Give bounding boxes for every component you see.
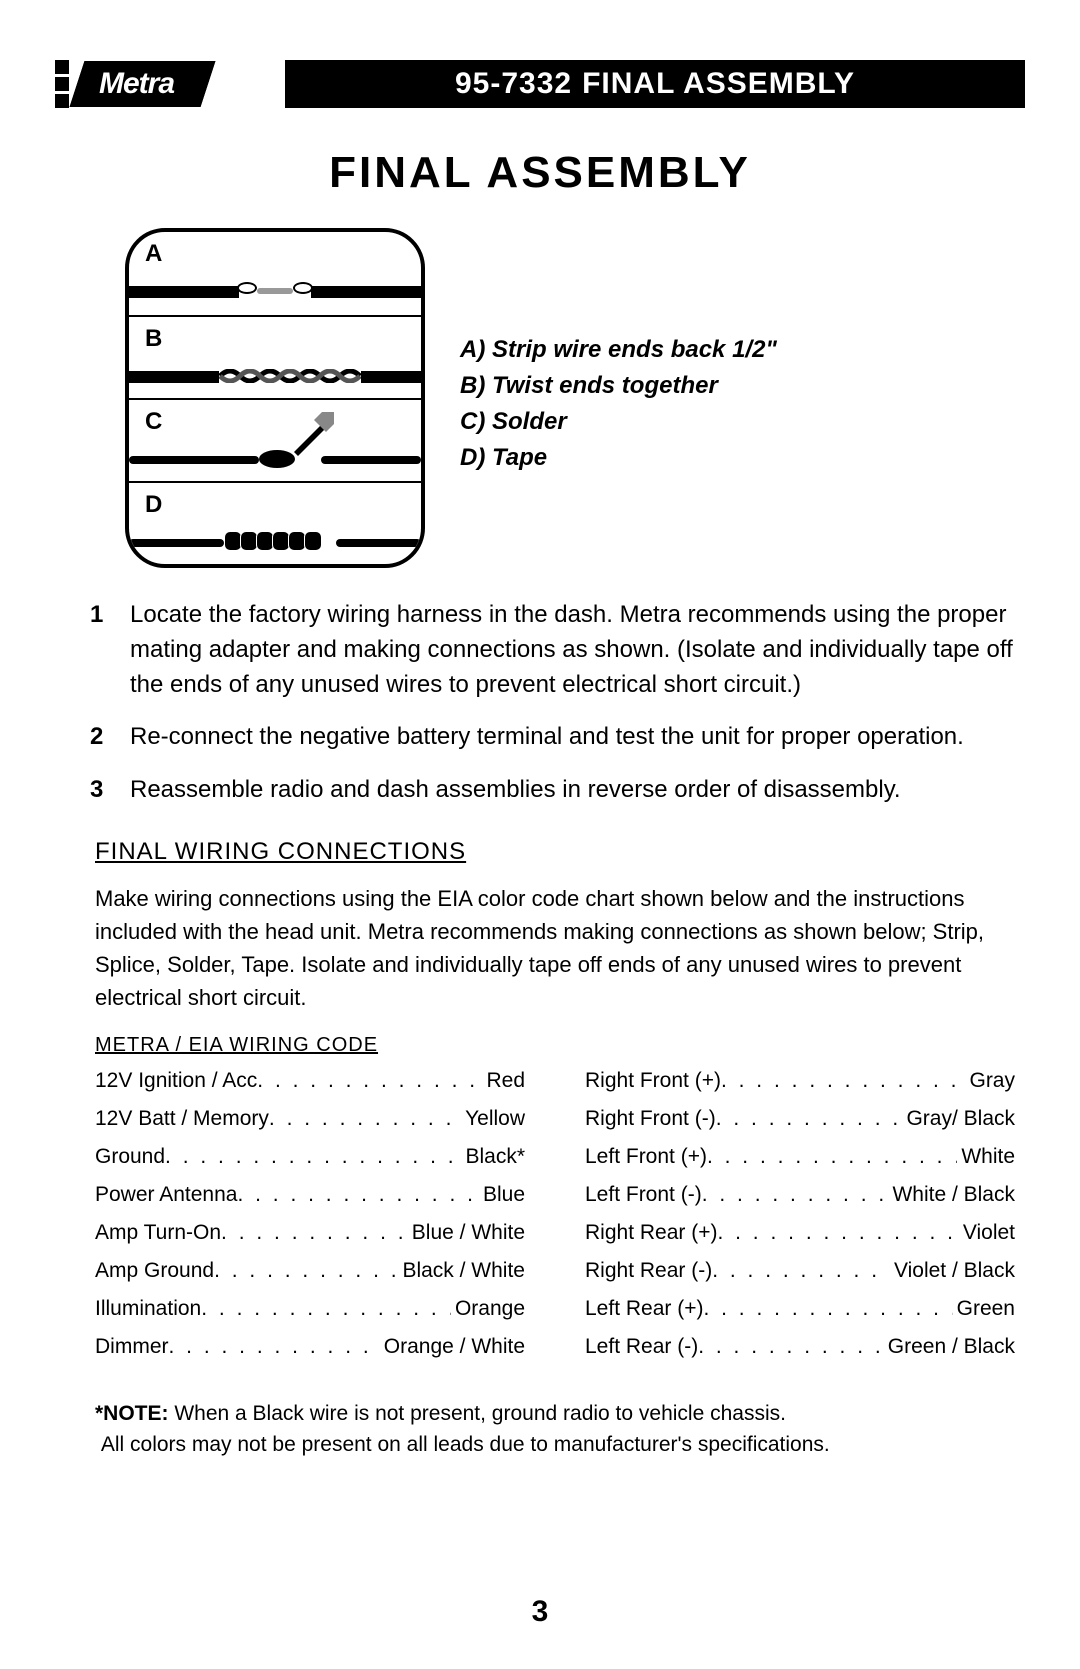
wiring-col-left: 12V Ignition / Acc Red 12V Batt / Memory Ye… (95, 1069, 525, 1373)
wiring-color: Violet / Black (890, 1259, 1015, 1283)
wiring-label: Right Rear (+) (585, 1221, 717, 1245)
wiring-code-table: 12V Ignition / Acc Red 12V Batt / Memory Ye… (95, 1069, 1025, 1373)
metra-logo: Metra (55, 60, 285, 108)
wiring-label: 12V Ignition / Acc (95, 1069, 257, 1093)
wiring-row: Ground Black* (95, 1145, 525, 1169)
page-title: FINAL ASSEMBLY (55, 148, 1025, 198)
wiring-row: Left Rear (+) Green (585, 1297, 1015, 1321)
part-number: 95-7332 (455, 67, 572, 101)
wiring-label: 12V Batt / Memory (95, 1107, 269, 1131)
wiring-label: Ground (95, 1145, 165, 1169)
header: Metra 95-7332 FINAL ASSEMBLY (55, 60, 1025, 108)
wiring-row: Left Rear (-) Green / Black (585, 1335, 1015, 1359)
wiring-label: Amp Turn-On (95, 1221, 221, 1245)
wiring-row: 12V Ignition / Acc Red (95, 1069, 525, 1093)
wiring-code-heading: METRA / EIA WIRING CODE (95, 1034, 1025, 1057)
wiring-row: Right Rear (+) Violet (585, 1221, 1015, 1245)
wiring-row: Right Front (+) Gray (585, 1069, 1015, 1093)
wiring-label: Amp Ground (95, 1259, 214, 1283)
header-section-title: FINAL ASSEMBLY (582, 67, 855, 101)
wiring-label: Left Rear (-) (585, 1335, 698, 1359)
wiring-color: Orange / White (380, 1335, 525, 1359)
wiring-row: Left Front (-) White / Black (585, 1183, 1015, 1207)
wiring-color: Blue / White (408, 1221, 525, 1245)
legend-d: D) Tape (460, 444, 777, 472)
legend-a: A) Strip wire ends back 1/2" (460, 336, 777, 364)
wiring-label: Illumination (95, 1297, 201, 1321)
header-title-bar: 95-7332 FINAL ASSEMBLY (285, 60, 1025, 108)
wiring-intro: Make wiring connections using the EIA co… (95, 882, 1005, 1014)
wiring-color: Orange (451, 1297, 525, 1321)
wiring-color: Gray (965, 1069, 1015, 1093)
wiring-label: Right Front (+) (585, 1069, 721, 1093)
step-2: 2Re-connect the negative battery termina… (125, 720, 1025, 755)
wiring-label: Left Rear (+) (585, 1297, 703, 1321)
wiring-label: Left Front (+) (585, 1145, 707, 1169)
wiring-color: Violet (959, 1221, 1015, 1245)
wiring-color: Green (953, 1297, 1015, 1321)
diagram-label-b: B (145, 325, 162, 353)
logo-text: Metra (99, 67, 174, 101)
wiring-row: Right Rear (-) Violet / Black (585, 1259, 1015, 1283)
wiring-row: Right Front (-) Gray/ Black (585, 1107, 1015, 1131)
wiring-row: 12V Batt / Memory Yellow (95, 1107, 525, 1131)
wiring-note: *NOTE: When a Black wire is not present,… (95, 1398, 1025, 1461)
step-1: 1Locate the factory wiring harness in th… (125, 598, 1025, 702)
wiring-col-right: Right Front (+) Gray Right Front (-) Gray/ … (585, 1069, 1015, 1373)
wiring-row: Power Antenna Blue (95, 1183, 525, 1207)
wiring-row: Amp Ground Black / White (95, 1259, 525, 1283)
wiring-label: Left Front (-) (585, 1183, 702, 1207)
wiring-color: White / Black (888, 1183, 1015, 1207)
wire-prep-diagram: A B C D (125, 228, 425, 568)
diagram-legend: A) Strip wire ends back 1/2" B) Twist en… (460, 228, 777, 568)
wiring-label: Dimmer (95, 1335, 169, 1359)
step-3: 3Reassemble radio and dash assemblies in… (125, 773, 1025, 808)
legend-c: C) Solder (460, 408, 777, 436)
wiring-row: Illumination Orange (95, 1297, 525, 1321)
diagram-label-a: A (145, 240, 162, 268)
wiring-color: Red (482, 1069, 525, 1093)
page-number: 3 (0, 1595, 1080, 1629)
wiring-label: Power Antenna (95, 1183, 237, 1207)
diagram-label-d: D (145, 491, 162, 519)
wiring-color: Black* (461, 1145, 525, 1169)
wiring-label: Right Rear (-) (585, 1259, 712, 1283)
wiring-heading: FINAL WIRING CONNECTIONS (95, 838, 1025, 866)
diagram-row: A B C D (55, 228, 1025, 568)
wiring-label: Right Front (-) (585, 1107, 716, 1131)
wiring-color: Blue (479, 1183, 525, 1207)
wiring-color: Gray/ Black (902, 1107, 1015, 1131)
diagram-label-c: C (145, 408, 162, 436)
wiring-color: Yellow (461, 1107, 525, 1131)
wiring-row: Amp Turn-On Blue / White (95, 1221, 525, 1245)
wiring-color: White (957, 1145, 1015, 1169)
assembly-steps: 1Locate the factory wiring harness in th… (55, 598, 1025, 808)
wiring-color: Black / White (398, 1259, 525, 1283)
legend-b: B) Twist ends together (460, 372, 777, 400)
wiring-row: Dimmer Orange / White (95, 1335, 525, 1359)
wiring-color: Green / Black (884, 1335, 1015, 1359)
wiring-row: Left Front (+) White (585, 1145, 1015, 1169)
